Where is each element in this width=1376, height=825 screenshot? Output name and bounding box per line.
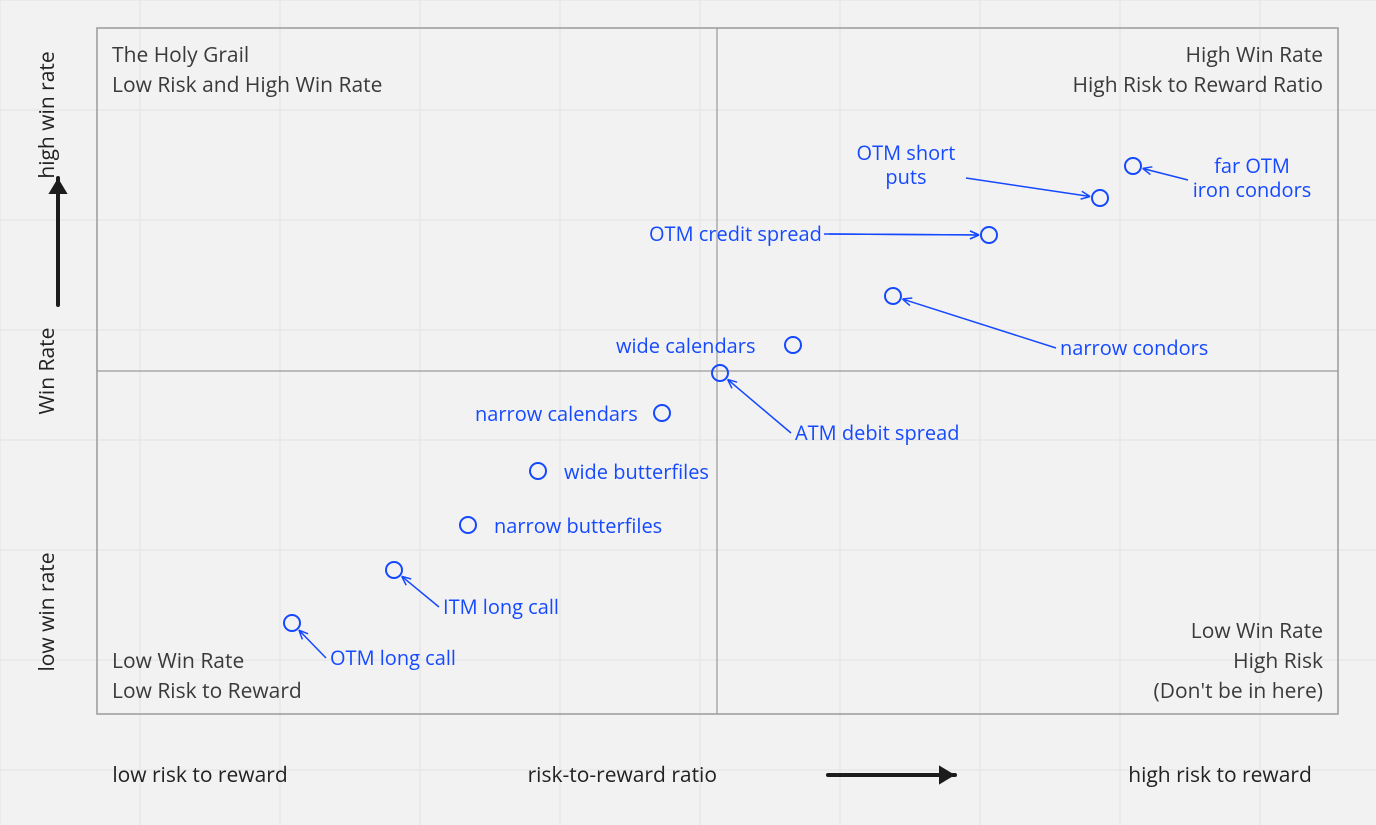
- point-itm-long-call: [386, 562, 402, 578]
- point-wide-butterflies: [530, 463, 546, 479]
- point-narrow-calendars: [654, 405, 670, 421]
- point-wide-calendars: [785, 337, 801, 353]
- label-otm-short-puts-2: puts: [885, 163, 926, 190]
- label-otm-credit-spread: OTM credit spread: [649, 220, 822, 247]
- quad-top-left-1: The Holy Grail: [112, 41, 249, 69]
- quad-bottom-right-1: Low Win Rate: [1191, 617, 1323, 645]
- x-axis-high: high risk to reward: [1128, 761, 1312, 789]
- point-far-otm-iron-condors: [1125, 158, 1141, 174]
- label-far-otm-iron-condors-2: iron condors: [1193, 176, 1312, 203]
- y-axis-high: high win rate: [33, 51, 61, 178]
- label-wide-calendars: wide calendars: [616, 332, 756, 359]
- label-far-otm-iron-condors-1: far OTM: [1214, 152, 1290, 179]
- point-narrow-condors: [885, 288, 901, 304]
- quad-top-right-2: High Risk to Reward Ratio: [1073, 71, 1323, 99]
- chart-svg: The Holy GrailLow Risk and High Win Rate…: [0, 0, 1376, 825]
- label-itm-long-call: ITM long call: [443, 593, 559, 620]
- quad-top-right-1: High Win Rate: [1186, 41, 1323, 69]
- point-otm-short-puts: [1092, 190, 1108, 206]
- point-atm-debit-spread: [712, 365, 728, 381]
- y-axis-label: Win Rate: [33, 328, 61, 415]
- quad-bottom-right-3: (Don't be in here): [1154, 677, 1323, 705]
- y-axis-low: low win rate: [33, 552, 61, 671]
- label-otm-short-puts-1: OTM short: [857, 139, 956, 166]
- quad-bottom-right-2: High Risk: [1233, 647, 1323, 675]
- point-narrow-butterflies: [460, 517, 476, 533]
- label-atm-debit-spread: ATM debit spread: [795, 419, 959, 446]
- x-axis-label: risk-to-reward ratio: [528, 761, 717, 789]
- quadrant-chart: The Holy GrailLow Risk and High Win Rate…: [0, 0, 1376, 825]
- label-otm-long-call: OTM long call: [330, 644, 456, 671]
- label-narrow-butterflies: narrow butterfiles: [494, 512, 662, 539]
- label-wide-butterflies: wide butterfiles: [564, 458, 709, 485]
- label-narrow-calendars: narrow calendars: [475, 400, 638, 427]
- point-otm-credit-spread: [981, 227, 997, 243]
- quad-bottom-left-1: Low Win Rate: [112, 647, 244, 675]
- point-otm-long-call: [284, 615, 300, 631]
- label-narrow-condors: narrow condors: [1060, 334, 1208, 361]
- x-axis-low: low risk to reward: [112, 761, 287, 789]
- quad-bottom-left-2: Low Risk to Reward: [112, 677, 302, 705]
- quad-top-left-2: Low Risk and High Win Rate: [112, 71, 382, 99]
